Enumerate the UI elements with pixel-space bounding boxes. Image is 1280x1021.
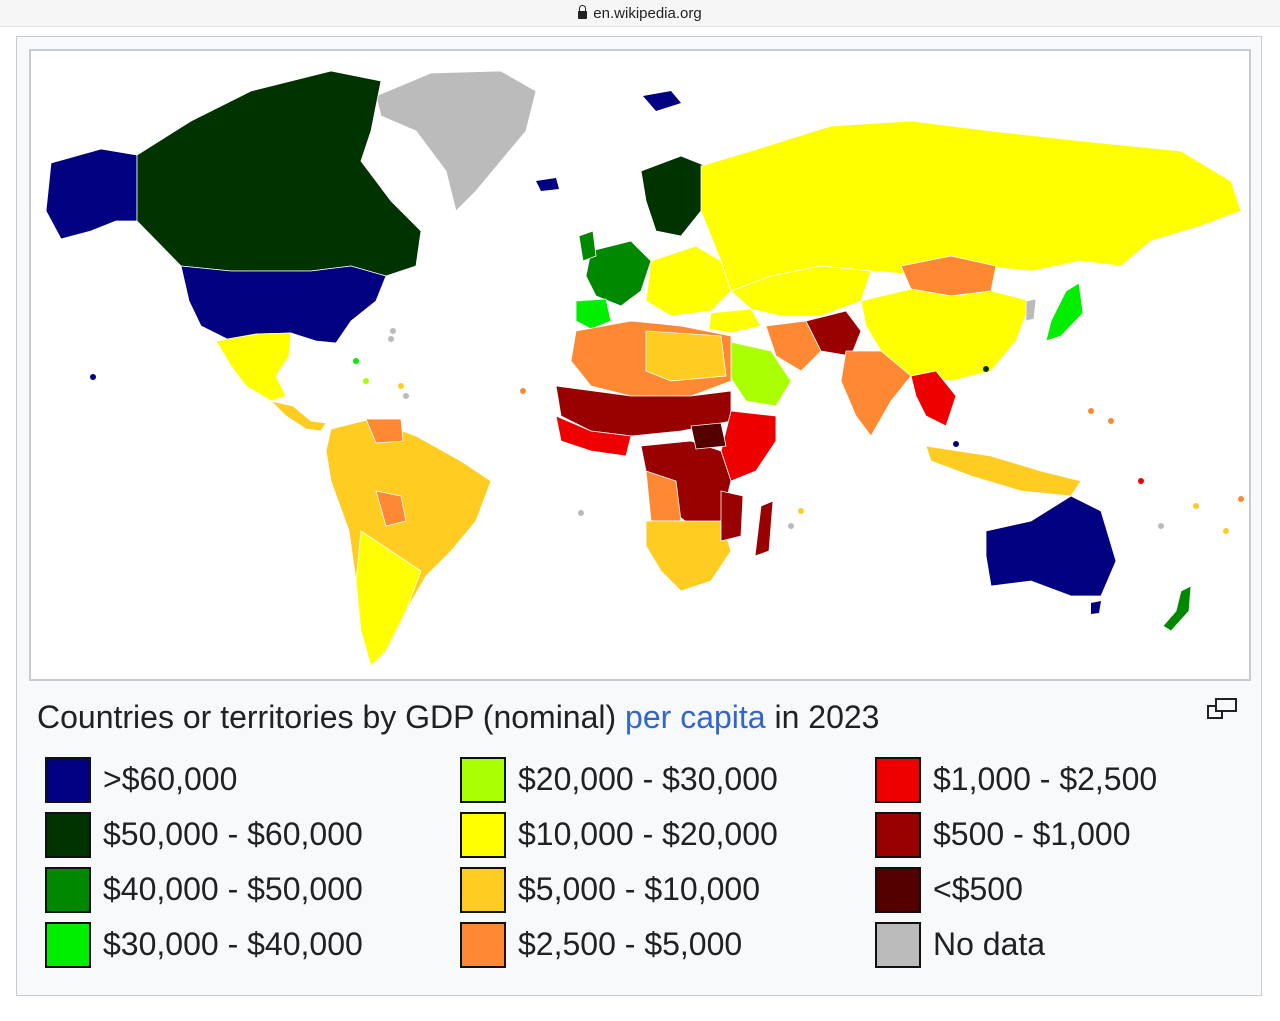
legend-item: $10,000 - $20,000: [460, 807, 778, 862]
legend-item: $2,500 - $5,000: [460, 917, 742, 972]
region-alaska: [45, 148, 138, 240]
legend-label: >$60,000: [103, 761, 238, 797]
region-central-america: [269, 400, 327, 432]
legend-swatch: [875, 756, 921, 803]
region-greenland: [375, 70, 537, 212]
region-mozambique: [720, 490, 744, 542]
legend-label: $2,500 - $5,000: [518, 926, 743, 962]
region-indonesia: [925, 445, 1082, 497]
legend-swatch: [45, 921, 91, 968]
region-venezuela: [365, 418, 404, 444]
legend-swatch: [875, 811, 921, 858]
region-tasmania: [1091, 601, 1101, 614]
legend-item: $50,000 - $60,000: [45, 807, 363, 862]
island-markers: [90, 328, 1244, 534]
region-usa: [180, 265, 387, 344]
legend-swatch: [45, 866, 91, 913]
legend-label: $1,000 - $2,500: [933, 761, 1158, 797]
caption-suffix: in 2023: [765, 699, 880, 735]
region-east-africa: [720, 410, 777, 482]
legend-item: $20,000 - $30,000: [460, 752, 778, 807]
region-mexico: [215, 332, 292, 402]
url-text: en.wikipedia.org: [593, 4, 702, 22]
browser-url-bar[interactable]: en.wikipedia.org: [0, 0, 1280, 27]
region-south-sudan: [690, 422, 727, 450]
caption-prefix: Countries or territories by GDP (nominal…: [37, 699, 626, 735]
legend-swatch: [460, 921, 506, 968]
region-libya-egypt: [645, 330, 727, 382]
legend-swatch: [45, 811, 91, 858]
legend-item: $1,000 - $2,500: [875, 752, 1157, 807]
legend-label: $500 - $1,000: [933, 816, 1131, 852]
region-korea: [1025, 298, 1037, 322]
per-capita-link[interactable]: per capita: [625, 699, 766, 735]
legend-item: $500 - $1,000: [875, 807, 1131, 862]
legend-item: $30,000 - $40,000: [45, 917, 363, 972]
lock-icon: [578, 5, 588, 19]
legend-item: <$500: [875, 862, 1023, 917]
region-turkey: [708, 308, 762, 334]
legend-label: $30,000 - $40,000: [103, 926, 363, 962]
world-map[interactable]: [29, 49, 1251, 681]
region-eastern-europe: [645, 245, 732, 317]
legend-label: $10,000 - $20,000: [518, 816, 778, 852]
legend-item: No data: [875, 917, 1045, 972]
map-caption: Countries or territories by GDP (nominal…: [37, 699, 879, 736]
region-iberia: [575, 298, 612, 330]
world-map-svg: [45, 70, 1244, 667]
region-western-europe: [585, 240, 652, 307]
region-chile-argentina: [355, 530, 422, 667]
region-svalbard: [643, 91, 681, 111]
region-uk-ireland: [578, 230, 597, 262]
legend-swatch: [460, 756, 506, 803]
legend-label: $5,000 - $10,000: [518, 871, 760, 907]
map-legend: >$60,000 $50,000 - $60,000 $40,000 - $50…: [45, 752, 1235, 972]
legend-swatch: [875, 921, 921, 968]
region-australia: [985, 495, 1117, 597]
legend-swatch: [460, 811, 506, 858]
region-new-zealand: [1162, 585, 1192, 632]
enlarge-icon[interactable]: [1207, 697, 1239, 721]
legend-label: $20,000 - $30,000: [518, 761, 778, 797]
region-india: [840, 350, 912, 437]
legend-label: $40,000 - $50,000: [103, 871, 363, 907]
legend-item: $5,000 - $10,000: [460, 862, 760, 917]
region-bolivia: [375, 490, 407, 527]
region-madagascar: [754, 500, 774, 557]
legend-label: $50,000 - $60,000: [103, 816, 363, 852]
region-iran: [765, 320, 822, 372]
legend-swatch: [460, 866, 506, 913]
map-figure: Countries or territories by GDP (nominal…: [16, 36, 1262, 996]
legend-swatch: [875, 866, 921, 913]
region-south-america: [325, 418, 492, 667]
region-japan: [1045, 282, 1084, 342]
legend-item: $40,000 - $50,000: [45, 862, 363, 917]
legend-swatch: [45, 756, 91, 803]
legend-item: >$60,000: [45, 752, 237, 807]
legend-label: <$500: [933, 871, 1023, 907]
region-pakistan-afghanistan: [805, 310, 862, 357]
region-southern-africa: [645, 520, 732, 592]
region-southeast-asia: [910, 370, 957, 427]
legend-label: No data: [933, 926, 1046, 962]
region-iceland: [536, 178, 559, 191]
region-west-africa-coast: [555, 415, 632, 457]
region-scandinavia: [640, 155, 707, 237]
region-china: [860, 288, 1032, 382]
